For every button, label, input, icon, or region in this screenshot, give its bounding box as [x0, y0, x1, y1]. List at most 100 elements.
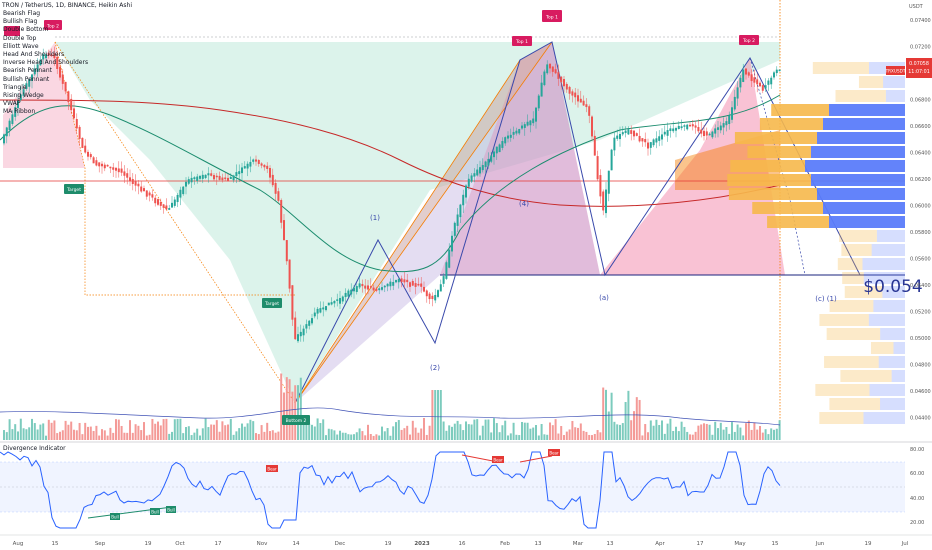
rsi-axis: 80.00 60.00 40.00 20.00 — [910, 447, 924, 526]
time-tick: 19 — [385, 541, 392, 547]
pattern-legend[interactable]: Bearish Flag Bullish Flag Double Bottom Dou… — [3, 10, 88, 117]
price-tick: 0.04600 — [910, 389, 931, 395]
wave-a-label: (a) — [599, 294, 609, 302]
ma-green-line — [0, 94, 781, 273]
top1-badge: Top 1 Top 1 Top 2 — [512, 10, 759, 46]
top2-left-label: Top 2 — [46, 24, 59, 30]
pattern-legend-item[interactable]: Inverse Head And Shoulders — [3, 59, 89, 67]
pattern-legend-item[interactable]: Bullish Flag — [3, 18, 38, 26]
wave-c1-label: (c) (1) — [815, 295, 837, 303]
time-tick: 19 — [865, 541, 872, 547]
current-price-value: 0.07058 — [909, 61, 929, 67]
rsi-band — [0, 462, 905, 512]
bear-label-3: Bear — [549, 451, 559, 456]
target-dotted-left — [54, 41, 295, 296]
divergence-markers: Bull Bull Bull Bear Bear Bear — [87, 449, 560, 520]
bottom2-label: Bottom 2 — [286, 418, 307, 424]
pattern-legend-item[interactable]: Bullish Pennant — [3, 75, 50, 83]
target-price-label: $0.054 — [863, 277, 922, 297]
price-tick: 0.04400 — [910, 416, 931, 422]
volume-profile — [727, 62, 905, 424]
left-pink-area — [3, 42, 85, 168]
time-tick: Oct — [175, 541, 185, 547]
orange-diag — [54, 41, 296, 404]
volume-ma — [0, 407, 781, 426]
pattern-legend-item[interactable]: MA Ribbon — [3, 108, 36, 116]
double-top-area — [55, 42, 780, 403]
bull-label-1: Bull — [111, 515, 119, 520]
bear-label-1: Bear — [267, 467, 277, 472]
time-tick: Feb — [500, 541, 510, 547]
price-tick: 0.06400 — [910, 151, 931, 157]
bull-label-2: Bull — [151, 510, 159, 515]
top1-label: Top 1 — [545, 15, 558, 21]
top2-left-badge: Top 2 — [4, 20, 62, 36]
pattern-legend-item[interactable]: Rising Wedge — [3, 92, 44, 100]
price-tick: 0.06000 — [910, 204, 931, 210]
price-tick: 0.05800 — [910, 230, 931, 236]
volume-bars — [3, 373, 781, 440]
countdown-value: 11:07:01 — [908, 69, 930, 75]
pink-triangle-b — [440, 42, 600, 275]
time-tick: Sep — [95, 541, 106, 547]
wave-2-label: (2) — [430, 364, 440, 372]
time-tick: Mar — [573, 541, 584, 547]
bull-label-3: Bull — [167, 508, 175, 513]
rsi-tick: 80.00 — [910, 447, 924, 453]
pattern-legend-item[interactable]: Head And Shoulders — [3, 51, 65, 59]
time-tick: 2023 — [414, 541, 429, 547]
candlestick-series — [3, 46, 781, 343]
price-tick: 0.05200 — [910, 310, 931, 316]
wave-1-label: (1) — [370, 214, 380, 222]
target-mid-label: Target — [264, 301, 279, 307]
price-tick: 0.05600 — [910, 257, 931, 263]
rsi-line — [0, 451, 781, 529]
time-tick: May — [734, 541, 746, 547]
rsi-tick: 20.00 — [910, 520, 924, 526]
currency-label: USDT — [909, 4, 924, 10]
time-tick: 15 — [52, 541, 59, 547]
time-tick: 15 — [772, 541, 779, 547]
pattern-legend-item[interactable]: Double Bottom — [3, 26, 49, 34]
divergence-indicator-title: Divergence Indicator — [3, 445, 66, 452]
time-tick: 17 — [215, 541, 222, 547]
time-tick: Jul — [901, 541, 909, 547]
pattern-legend-item[interactable]: Double Top — [3, 34, 37, 42]
price-tick: 0.06200 — [910, 177, 931, 183]
elliott-dotted — [749, 57, 806, 276]
price-tick: 0.07200 — [910, 45, 931, 51]
price-tick: 0.07400 — [910, 18, 931, 24]
time-tick: Jun — [815, 541, 825, 547]
time-tick: 13 — [607, 541, 614, 547]
bear-label-2: Bear — [493, 458, 503, 463]
pattern-legend-item[interactable]: Bearish Pennant — [3, 67, 52, 75]
time-tick: 13 — [535, 541, 542, 547]
wave-4-label: (4) — [519, 200, 529, 208]
time-tick: Dec — [335, 541, 346, 547]
top2-right-label: Top 2 — [742, 38, 755, 44]
purple-wedge — [295, 42, 600, 403]
time-tick: Aug — [13, 541, 24, 547]
pattern-legend-item[interactable]: Bearish Flag — [3, 10, 41, 17]
pattern-legend-item[interactable]: Elliott Wave — [3, 42, 39, 50]
time-tick: Apr — [655, 541, 665, 547]
time-tick: 16 — [459, 541, 466, 547]
price-tick: 0.06600 — [910, 124, 931, 130]
price-tick: 0.04800 — [910, 363, 931, 369]
symbol-header: TRON / TetherUS, 1D, BINANCE, Heikin Ash… — [2, 2, 132, 9]
rsi-tick: 60.00 — [910, 471, 924, 477]
time-tick: 17 — [697, 541, 704, 547]
pattern-legend-item[interactable]: VWAP — [3, 100, 21, 108]
wave-labels: (1) (2) (4) (a) (c) (1) — [370, 200, 837, 372]
pattern-legend-item[interactable]: Triangle — [3, 83, 27, 91]
rsi-tick: 40.00 — [910, 496, 924, 502]
price-tick: 0.05000 — [910, 336, 931, 342]
top1b-label: Top 1 — [515, 39, 528, 45]
ma-red-line — [0, 99, 781, 207]
time-axis: Aug 15 Sep 19 Oct 17 Nov 14 Dec 19 2023 16 Feb 13 Mar 1… — [13, 541, 909, 547]
price-tick: 0.05400 — [910, 283, 931, 289]
orange-diag-3 — [294, 59, 521, 404]
current-price-tag: 0.07058 11:07:01 TRXUSDT — [885, 58, 932, 78]
time-tick: Nov — [257, 541, 268, 547]
